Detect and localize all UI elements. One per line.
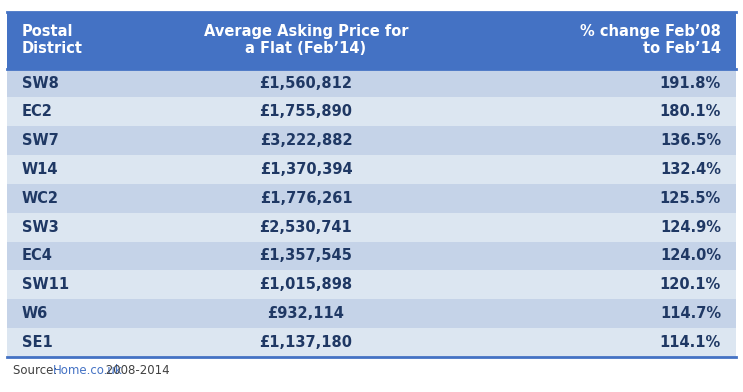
Text: £1,560,812: £1,560,812 (259, 76, 352, 91)
Bar (138, 12, 473, 69)
Text: 136.5%: 136.5% (660, 133, 721, 148)
Text: 114.1%: 114.1% (660, 335, 721, 350)
Text: SW11: SW11 (22, 277, 69, 292)
Bar (138, 270, 473, 299)
Text: £1,776,261: £1,776,261 (259, 191, 352, 206)
Text: W14: W14 (22, 162, 59, 177)
Bar (473, 328, 736, 357)
Text: 120.1%: 120.1% (660, 277, 721, 292)
Text: 180.1%: 180.1% (660, 104, 721, 120)
Bar (138, 126, 473, 155)
Bar (138, 213, 473, 241)
Bar (138, 155, 473, 184)
Bar (7, 241, 138, 270)
Text: Home.co.uk: Home.co.uk (53, 364, 123, 377)
Bar (7, 69, 138, 98)
Bar (138, 299, 473, 328)
Bar (7, 213, 138, 241)
Text: SE1: SE1 (22, 335, 53, 350)
Text: Source:: Source: (13, 364, 62, 377)
Text: EC4: EC4 (22, 249, 53, 263)
Text: % change Feb’08
to Feb’14: % change Feb’08 to Feb’14 (580, 24, 721, 56)
Text: 124.9%: 124.9% (660, 220, 721, 234)
Bar (473, 241, 736, 270)
Bar (473, 126, 736, 155)
Bar (7, 184, 138, 213)
Text: SW3: SW3 (22, 220, 59, 234)
Bar (473, 213, 736, 241)
Bar (473, 12, 736, 69)
Text: 125.5%: 125.5% (660, 191, 721, 206)
Text: £1,015,898: £1,015,898 (259, 277, 352, 292)
Bar (473, 98, 736, 126)
Text: 191.8%: 191.8% (660, 76, 721, 91)
Text: £932,114: £932,114 (267, 306, 345, 321)
Text: £1,370,394: £1,370,394 (259, 162, 352, 177)
Text: W6: W6 (22, 306, 48, 321)
Bar (7, 299, 138, 328)
Text: 124.0%: 124.0% (660, 249, 721, 263)
Bar (138, 328, 473, 357)
Bar (138, 69, 473, 98)
Text: £1,137,180: £1,137,180 (259, 335, 352, 350)
Text: £3,222,882: £3,222,882 (259, 133, 352, 148)
Text: £1,357,545: £1,357,545 (259, 249, 352, 263)
Bar (7, 328, 138, 357)
Bar (138, 241, 473, 270)
Bar (473, 299, 736, 328)
Bar (7, 98, 138, 126)
Bar (7, 155, 138, 184)
Bar (138, 184, 473, 213)
Text: EC2: EC2 (22, 104, 53, 120)
Bar (7, 12, 138, 69)
Text: 132.4%: 132.4% (660, 162, 721, 177)
Bar (473, 155, 736, 184)
Text: 114.7%: 114.7% (660, 306, 721, 321)
Text: Average Asking Price for
a Flat (Feb’14): Average Asking Price for a Flat (Feb’14) (204, 24, 408, 56)
Bar (473, 270, 736, 299)
Text: £2,530,741: £2,530,741 (259, 220, 352, 234)
Text: WC2: WC2 (22, 191, 59, 206)
Bar (473, 184, 736, 213)
Bar (7, 126, 138, 155)
Text: £1,755,890: £1,755,890 (259, 104, 352, 120)
Bar (473, 69, 736, 98)
Bar (138, 98, 473, 126)
Text: Postal
District: Postal District (22, 24, 83, 56)
Text: 2008-2014: 2008-2014 (103, 364, 170, 377)
Bar (7, 270, 138, 299)
Text: SW7: SW7 (22, 133, 59, 148)
Text: SW8: SW8 (22, 76, 59, 91)
